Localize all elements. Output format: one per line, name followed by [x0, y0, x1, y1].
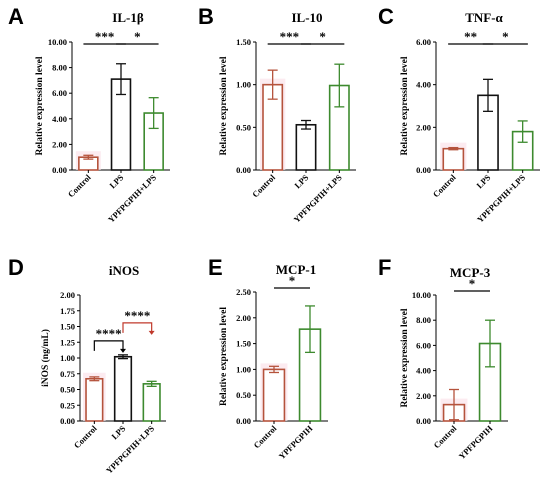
y-tick-label: 0.75	[60, 369, 75, 379]
y-tick-label: 6.00	[416, 340, 431, 350]
significance-label: **	[464, 29, 477, 44]
y-tick-label: 1.00	[236, 364, 251, 374]
y-tick-label: 10.00	[412, 290, 431, 300]
panel-label: F	[378, 255, 391, 280]
y-tick-label: 1.00	[60, 353, 75, 363]
panel-e: E MCP-1 Relative expression level 0.00 0.50 1…	[208, 255, 328, 461]
x-tick-label: Control	[72, 423, 99, 450]
panel-label: A	[8, 4, 24, 29]
x-tick-label: LPS	[109, 423, 127, 441]
panel-title: IL-10	[291, 10, 322, 25]
panel-title: MCP-3	[450, 265, 491, 280]
x-tick-label: Control	[66, 172, 93, 199]
panel-label: B	[198, 4, 214, 29]
y-tick-label: 2.00	[60, 290, 75, 300]
y-tick-label: 1.25	[60, 337, 75, 347]
y-tick-label: 0.50	[60, 385, 75, 395]
y-axis-label: iNOS (ng/mL)	[40, 329, 51, 387]
y-tick-label: 2.00	[416, 391, 431, 401]
bar-control	[442, 147, 465, 171]
y-tick-label: 0.25	[60, 400, 75, 410]
x-tick-label: LPS	[292, 172, 310, 190]
x-tick-label: Control	[431, 423, 458, 450]
panel-b: B IL-10 Relative expression level 0.00 0.50 1…	[198, 4, 356, 225]
significance-label: ****	[96, 326, 122, 341]
panel-c: C TNF-α Relative expression level 0.00 2.00 4…	[378, 4, 540, 225]
x-tick-label: Control	[431, 172, 458, 199]
panel-label: C	[378, 4, 394, 29]
y-tick-label: 0.50	[236, 390, 251, 400]
y-tick-label: 2.00	[236, 313, 251, 323]
bar-control	[262, 368, 286, 422]
x-tick-label: Control	[251, 423, 278, 450]
significance-label: ****	[124, 308, 150, 323]
bar-control	[85, 377, 104, 422]
y-tick-label: 6.00	[416, 37, 431, 47]
y-axis-label: Relative expression level	[400, 308, 410, 407]
panel-title: IL-1β	[112, 10, 144, 25]
y-tick-label: 8.00	[416, 315, 431, 325]
bracket-arrow	[148, 330, 155, 335]
bar-lps	[113, 355, 133, 422]
bracket-arrow	[120, 348, 126, 353]
y-axis-label: Relative expression level	[219, 307, 229, 406]
panel-title: TNF-α	[465, 10, 503, 25]
y-tick-label: 4.00	[416, 366, 431, 376]
significance-bracket	[93, 340, 124, 351]
panel-f: F MCP-3 Relative expression level 0.00 2.00 4…	[378, 255, 508, 461]
y-tick-label: 10.00	[48, 37, 67, 47]
significance-label: ***	[95, 29, 115, 44]
y-tick-label: 0.00	[60, 416, 75, 426]
bar-lps	[295, 123, 317, 171]
significance-label: *	[469, 276, 476, 291]
x-tick-label: Control	[250, 172, 277, 199]
y-axis-label: Relative expression level	[400, 56, 410, 155]
x-tick-label: LPS	[107, 172, 125, 190]
y-axis-label: Relative expression level	[35, 56, 45, 155]
significance-label: *	[319, 29, 326, 44]
bar-ypfpgpih-lps	[142, 383, 161, 422]
significance-label: *	[134, 29, 141, 44]
significance-label: *	[502, 29, 509, 44]
significance-label: ***	[280, 29, 300, 44]
y-axis-label: Relative expression level	[219, 56, 229, 155]
y-tick-label: 4.00	[416, 80, 431, 90]
panel-label: D	[8, 255, 24, 280]
y-tick-label: 1.75	[60, 306, 75, 316]
y-tick-label: 2.00	[416, 122, 431, 132]
y-tick-label: 0.00	[236, 165, 251, 175]
y-tick-label: 0.00	[236, 416, 251, 426]
y-tick-label: 4.00	[52, 114, 67, 124]
y-tick-label: 0.00	[416, 165, 431, 175]
y-tick-label: 1.50	[60, 322, 75, 332]
y-tick-label: 2.00	[52, 139, 67, 149]
panel-label: E	[208, 255, 223, 280]
x-tick-label: YPFPGPIH	[277, 423, 315, 461]
y-tick-label: 8.00	[52, 63, 67, 73]
panel-title: iNOS	[109, 263, 139, 278]
x-tick-label: YPFPGPIH	[457, 423, 495, 461]
panel-title: MCP-1	[276, 262, 316, 277]
y-tick-label: 1.50	[236, 37, 251, 47]
y-tick-label: 0.50	[236, 122, 251, 132]
y-tick-label: 1.00	[236, 80, 251, 90]
significance-bracket	[122, 322, 153, 333]
x-tick-label: LPS	[474, 172, 492, 190]
y-tick-label: 2.50	[236, 287, 251, 297]
significance-label: *	[289, 273, 296, 288]
y-tick-label: 0.00	[52, 165, 67, 175]
y-tick-label: 1.50	[236, 339, 251, 349]
y-tick-label: 6.00	[52, 88, 67, 98]
y-tick-label: 0.00	[416, 416, 431, 426]
panel-a: A IL-1β Relative expression level 0.00 2.00 4…	[8, 4, 170, 225]
